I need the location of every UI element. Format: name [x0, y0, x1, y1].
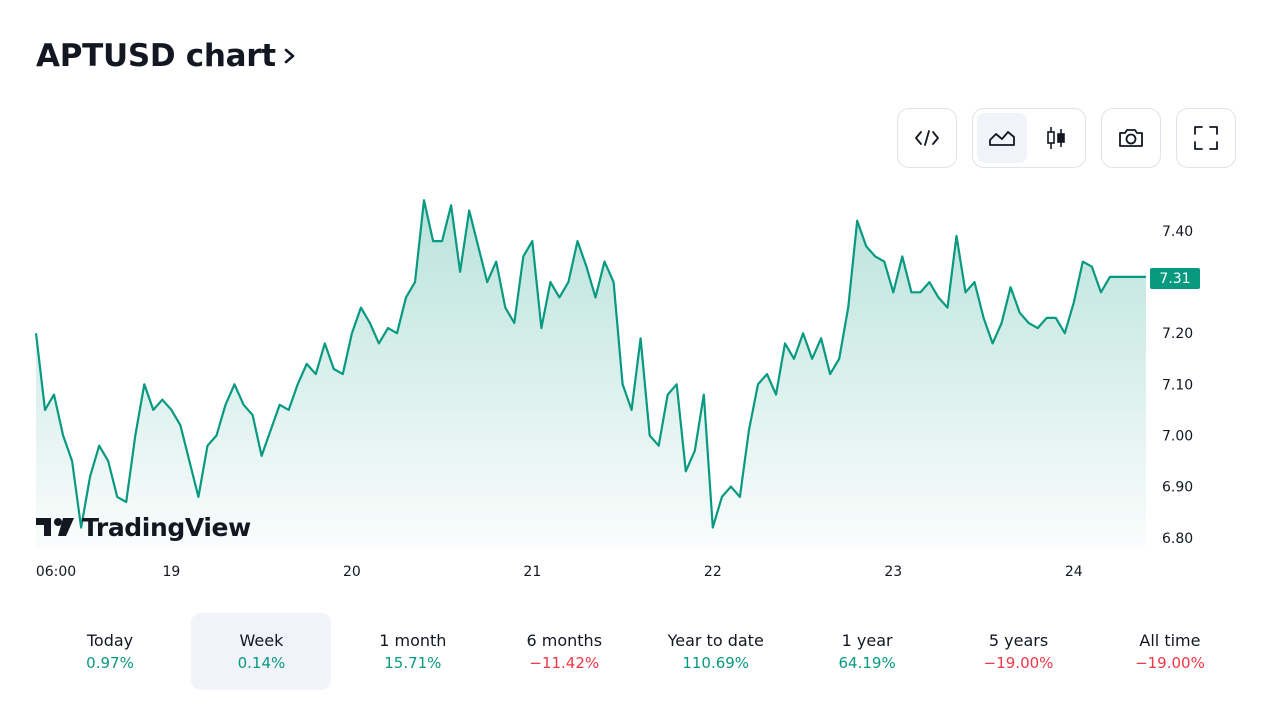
period-change: 0.14% — [237, 653, 286, 672]
period-5-years[interactable]: 5 years −19.00% — [949, 613, 1089, 690]
period-1-month[interactable]: 1 month 15.71% — [343, 613, 483, 690]
fullscreen-button[interactable] — [1181, 113, 1231, 163]
period-year-to-date[interactable]: Year to date 110.69% — [646, 613, 786, 690]
period-label: Year to date — [667, 630, 764, 650]
period-label: 5 years — [988, 630, 1049, 650]
period-1-year[interactable]: 1 year 64.19% — [797, 613, 937, 690]
screenshot-group — [1101, 108, 1161, 168]
price-area — [36, 200, 1146, 548]
period-change: 64.19% — [838, 653, 896, 672]
period-change: 0.97% — [86, 653, 134, 672]
page-title: APTUSD chart — [36, 38, 276, 74]
camera-icon — [1119, 129, 1143, 147]
fullscreen-icon — [1194, 126, 1218, 150]
embed-button[interactable] — [902, 113, 952, 163]
period-change: 15.71% — [384, 653, 442, 672]
y-tick-label: 7.10 — [1162, 377, 1193, 393]
area-chart-button[interactable] — [977, 113, 1027, 163]
fullscreen-group — [1176, 108, 1236, 168]
chevron-right-icon — [284, 48, 295, 64]
candle-chart-button[interactable] — [1031, 113, 1081, 163]
embed-group — [897, 108, 957, 168]
price-line — [34, 199, 1146, 529]
period-change: 110.69% — [682, 653, 750, 672]
y-tick-label: 6.80 — [1162, 531, 1193, 547]
x-tick-label: 24 — [1065, 564, 1083, 580]
period-selector: Today 0.97% Week 0.14% 1 month 15.71% 6 mon… — [40, 613, 1240, 690]
period-label: 6 months — [526, 630, 603, 650]
period-change: −11.42% — [529, 653, 600, 672]
area-chart-icon — [989, 131, 1015, 146]
period-label: Today — [86, 630, 134, 650]
x-tick-label: 21 — [523, 564, 541, 580]
period-label: All time — [1139, 630, 1201, 650]
tradingview-logo[interactable]: TradingView — [36, 512, 251, 542]
x-tick-label: 20 — [343, 564, 361, 580]
y-tick-label: 7.40 — [1162, 224, 1193, 240]
period-today[interactable]: Today 0.97% — [40, 613, 180, 690]
y-tick-label: 7.00 — [1162, 428, 1193, 444]
y-tick-label: 7.20 — [1162, 326, 1193, 342]
screenshot-button[interactable] — [1106, 113, 1156, 163]
period-week[interactable]: Week 0.14% — [191, 613, 332, 690]
period-all-time[interactable]: All time −19.00% — [1100, 613, 1240, 690]
period-6-months[interactable]: 6 months −11.42% — [494, 613, 634, 690]
tradingview-logo-text: TradingView — [82, 512, 251, 542]
period-label: 1 year — [841, 630, 893, 650]
x-tick-label: 23 — [884, 564, 902, 580]
period-label: 1 month — [379, 630, 447, 650]
candlestick-icon — [1047, 127, 1065, 149]
chart-title-link[interactable]: APTUSD chart — [36, 36, 298, 76]
chart-type-group — [972, 108, 1086, 168]
period-change: −19.00% — [983, 653, 1054, 672]
tradingview-logo-icon — [36, 518, 74, 536]
period-label: Week — [239, 630, 284, 650]
y-tick-label: 6.90 — [1162, 480, 1193, 496]
x-tick-label: 06:00 — [36, 564, 76, 580]
current-price-tag: 7.31 — [1150, 268, 1200, 289]
x-tick-label: 22 — [704, 564, 722, 580]
period-change: −19.00% — [1135, 653, 1205, 672]
x-tick-label: 19 — [162, 564, 180, 580]
code-icon — [915, 130, 939, 146]
